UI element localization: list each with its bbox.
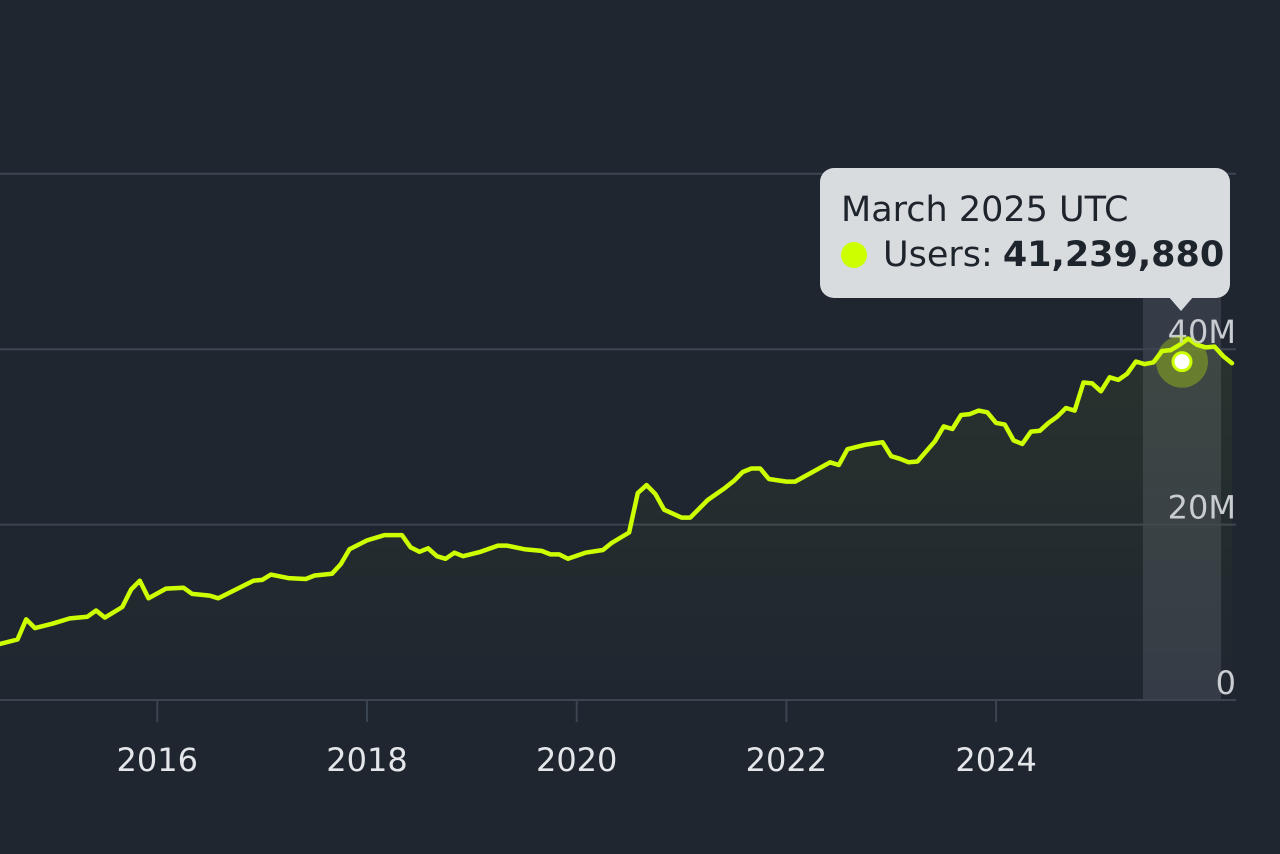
x-tick-label: 2018 — [326, 741, 407, 779]
series-area-users — [0, 338, 1232, 700]
x-tick-label: 2024 — [955, 741, 1036, 779]
x-tick-label: 2022 — [746, 741, 827, 779]
y-tick-label: 20M — [1168, 489, 1236, 527]
x-tick-label: 2020 — [536, 741, 617, 779]
series-line-users[interactable] — [0, 336, 1235, 647]
x-tick-label: 2016 — [117, 741, 198, 779]
hover-marker-point[interactable] — [1171, 351, 1193, 373]
y-tick-label: 40M — [1168, 313, 1236, 351]
y-tick-label: 0 — [1216, 664, 1236, 702]
